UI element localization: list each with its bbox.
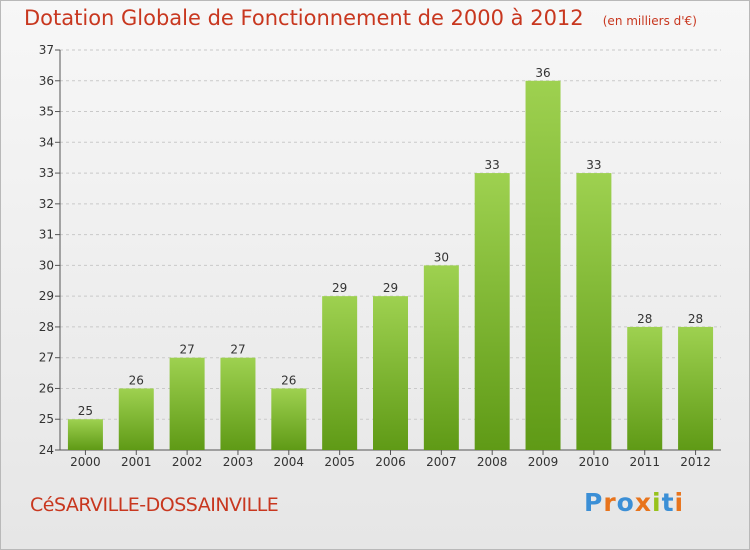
- x-tick-label: 2010: [579, 455, 610, 469]
- logo-letter: P: [584, 488, 604, 517]
- data-label: 29: [383, 281, 398, 295]
- bars: [67, 80, 714, 451]
- bar: [118, 388, 154, 450]
- y-tick-label: 35: [39, 105, 54, 119]
- logo-letter: i: [674, 488, 685, 517]
- x-tick-label: 2008: [477, 455, 508, 469]
- title-line: Dotation Globale de Fonctionnement de 20…: [24, 6, 697, 30]
- bar: [678, 326, 714, 450]
- data-label: 28: [637, 312, 652, 326]
- data-label: 28: [688, 312, 703, 326]
- y-tick-label: 37: [39, 43, 54, 57]
- chart-unit: (en milliers d'€): [602, 14, 697, 28]
- y-tick-label: 27: [39, 351, 54, 365]
- x-tick-label: 2011: [629, 455, 660, 469]
- x-tick-label: 2001: [121, 455, 152, 469]
- bar: [271, 388, 307, 450]
- chart-title: Dotation Globale de Fonctionnement de 20…: [24, 6, 584, 30]
- y-tick-label: 28: [39, 320, 54, 334]
- y-tick-label: 25: [39, 412, 54, 426]
- y-tick-label: 36: [39, 74, 54, 88]
- x-tick-label: 2002: [172, 455, 203, 469]
- data-label: 33: [586, 158, 601, 172]
- x-tick-label: 2003: [223, 455, 254, 469]
- bar: [525, 80, 561, 451]
- y-tick-label: 26: [39, 381, 54, 395]
- logo-letter: t: [661, 488, 675, 517]
- y-tick-label: 24: [39, 443, 54, 457]
- x-tick-label: 2012: [680, 455, 711, 469]
- logo-letter: r: [603, 488, 617, 517]
- data-label: 25: [78, 404, 93, 418]
- data-label: 36: [535, 66, 550, 80]
- x-tick-label: 2009: [528, 455, 559, 469]
- logo-letter: i: [652, 488, 662, 517]
- y-tick-label: 29: [39, 289, 54, 303]
- y-tick-label: 34: [39, 135, 54, 149]
- x-tick-label: 2006: [375, 455, 406, 469]
- y-tick-label: 30: [39, 258, 54, 272]
- data-label: 30: [434, 250, 449, 264]
- bar: [67, 419, 103, 450]
- x-tick-label: 2004: [274, 455, 305, 469]
- labels: 24 25 26 27 28 29 30 31 32 33 34 35 36 37 25 2000 26 2001…: [39, 43, 711, 469]
- commune-name: CéSARVILLE-DOSSAINVILLE: [30, 494, 279, 516]
- bar: [474, 173, 510, 451]
- data-label: 27: [230, 343, 245, 357]
- y-tick-label: 31: [39, 228, 54, 242]
- logo-letter: o: [616, 488, 635, 517]
- proxiti-logo: Proxiti: [584, 488, 684, 517]
- x-tick-label: 2005: [324, 455, 355, 469]
- data-label: 33: [485, 158, 500, 172]
- bar: [220, 357, 256, 450]
- data-label: 26: [129, 373, 144, 387]
- logo-letter: x: [634, 488, 652, 517]
- data-label: 27: [179, 343, 194, 357]
- data-label: 29: [332, 281, 347, 295]
- bar: [169, 357, 205, 450]
- bar: [373, 296, 408, 450]
- bar: [627, 326, 663, 450]
- y-tick-label: 33: [39, 166, 54, 180]
- bar: [423, 265, 459, 450]
- x-tick-label: 2000: [70, 455, 101, 469]
- data-label: 26: [281, 373, 296, 387]
- bar: [576, 173, 612, 451]
- x-tick-label: 2007: [426, 455, 457, 469]
- y-tick-label: 32: [39, 197, 54, 211]
- bar: [322, 296, 358, 450]
